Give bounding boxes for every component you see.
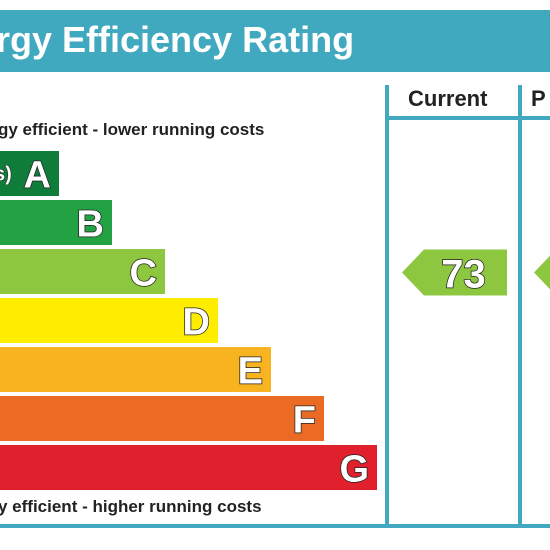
current-rating-arrow — [402, 249, 507, 296]
current-rating-value: 73 — [441, 253, 486, 297]
band-letter-d: D — [183, 302, 210, 344]
band-letter-a: A — [24, 155, 51, 197]
band-prefix-a: s) — [0, 164, 12, 186]
band-letter-c: C — [130, 253, 157, 295]
band-c — [0, 249, 165, 294]
rating-arrows: 73 — [402, 249, 550, 297]
band-d — [0, 298, 218, 343]
title-band — [0, 10, 550, 72]
band-letter-b: B — [77, 204, 104, 246]
band-f — [0, 396, 324, 441]
caption-bottom: y efficient - higher running costs — [0, 497, 262, 516]
band-b — [0, 200, 112, 245]
band-letter-f: F — [293, 400, 316, 442]
band-e — [0, 347, 271, 392]
potential-rating-arrow — [534, 255, 550, 290]
column-header-potential: P — [531, 86, 546, 111]
column-header-current: Current — [408, 86, 488, 111]
band-letter-e: E — [238, 351, 263, 393]
band-a — [0, 151, 59, 196]
caption-top: gy efficient - lower running costs — [0, 120, 265, 139]
band-g — [0, 445, 377, 490]
grid-lines — [0, 85, 550, 528]
chart-title: rgy Efficiency Rating — [0, 19, 355, 60]
band-letter-g: G — [339, 449, 369, 491]
